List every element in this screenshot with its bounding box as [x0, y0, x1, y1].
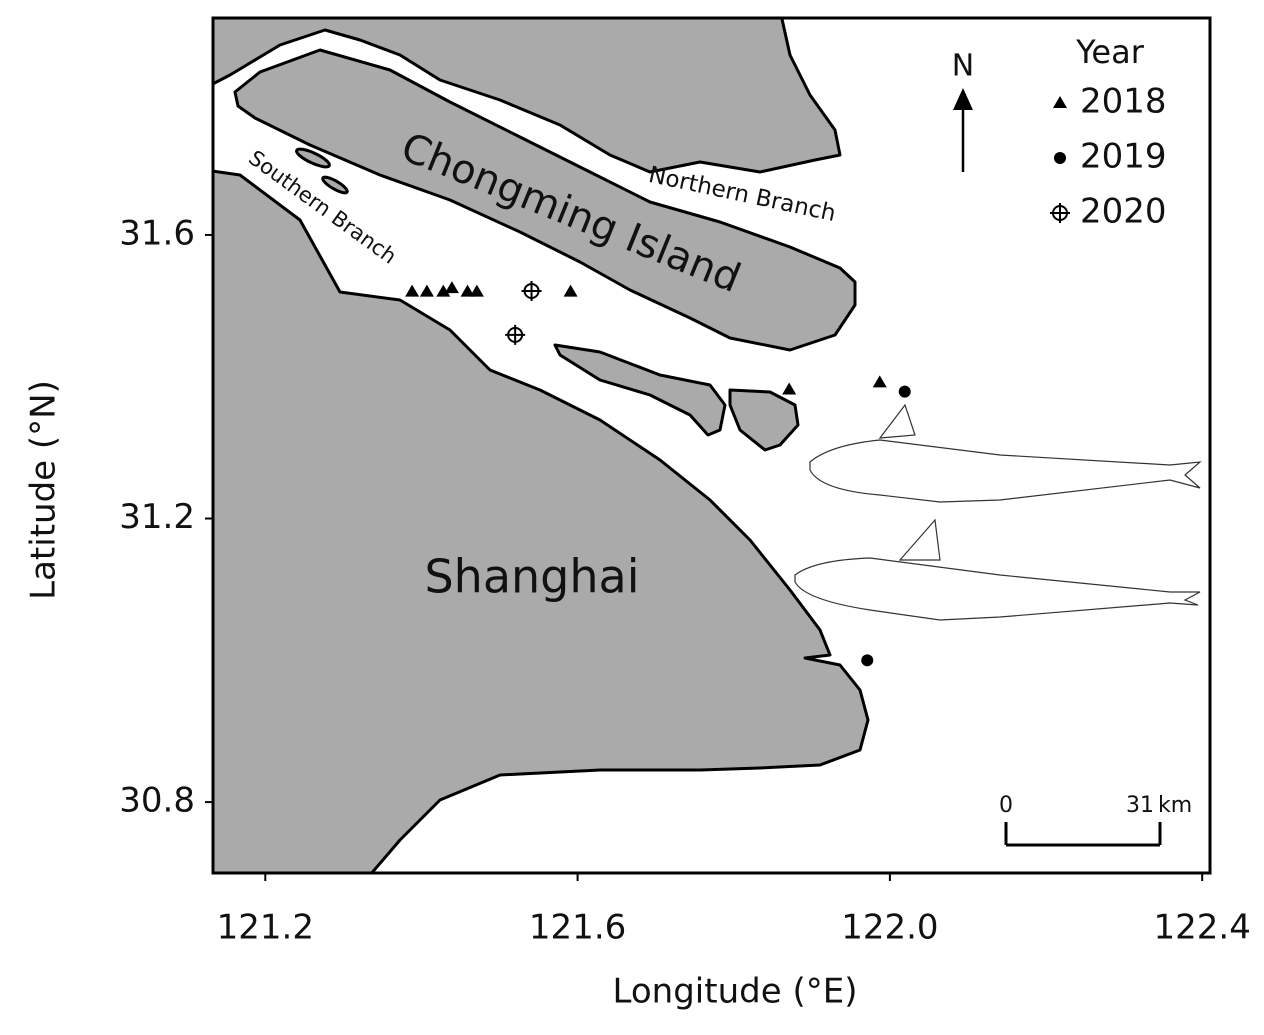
- legend-label: 2019: [1080, 137, 1167, 177]
- marker-circle: [1054, 152, 1066, 164]
- fish-fin: [898, 518, 941, 561]
- x-tick-label: 122.4: [1154, 908, 1251, 948]
- marker-triangle: [460, 284, 475, 297]
- islet: [321, 175, 349, 195]
- marker-triangle: [436, 284, 451, 297]
- north-arrowhead: [953, 88, 973, 110]
- marker-cross: [505, 324, 526, 345]
- scale-label: km: [1158, 793, 1192, 818]
- scale-label: 0: [999, 793, 1013, 818]
- marker-triangle: [419, 284, 434, 297]
- marker-triangle: [405, 284, 420, 297]
- marker-triangle: [469, 284, 484, 297]
- marker-crosshair: [505, 324, 526, 345]
- north-label: N: [952, 49, 974, 84]
- marker-triangle: [563, 284, 578, 297]
- scale-label: 31: [1126, 793, 1154, 818]
- x-tick-label: 121.2: [217, 908, 314, 948]
- plot-frame: [211, 16, 1212, 875]
- legend-label: 2020: [1080, 192, 1167, 232]
- chongming-island: [233, 48, 857, 352]
- marker-circle: [861, 654, 874, 667]
- marker-crosshair: [521, 280, 542, 301]
- y-axis-title: Latitude (°N): [24, 380, 64, 600]
- fish-drawing: [794, 557, 1201, 621]
- x-tick-label: 122.0: [841, 908, 938, 948]
- fish-drawing: [809, 439, 1202, 503]
- islet: [295, 147, 331, 169]
- islet: [728, 388, 800, 452]
- y-tick-label: 31.2: [119, 497, 195, 537]
- marker-crosshair: [1050, 203, 1070, 223]
- legend-label: 2018: [1080, 82, 1167, 122]
- marker-cross: [1050, 203, 1070, 223]
- x-tick-label: 121.6: [529, 908, 626, 948]
- fish-illustrations: [794, 403, 1202, 621]
- y-tick-label: 30.8: [119, 781, 195, 821]
- marker-circle: [898, 385, 911, 398]
- marker-triangle: [1053, 96, 1067, 108]
- marks: [405, 280, 911, 667]
- marker-triangle: [872, 375, 887, 388]
- x-axis-title: Longitude (°E): [613, 972, 858, 1012]
- legend-title: Year: [1075, 33, 1145, 71]
- fish-fin: [878, 403, 916, 439]
- marker-triangle: [782, 382, 797, 395]
- marker-cross: [521, 280, 542, 301]
- northern-land: [213, 18, 842, 174]
- marker-triangle: [444, 281, 459, 294]
- islet: [553, 343, 727, 437]
- land-layer: [213, 18, 870, 873]
- shanghai-land: [213, 169, 870, 873]
- y-tick-label: 31.6: [119, 213, 195, 253]
- city-label: Shanghai: [424, 550, 639, 604]
